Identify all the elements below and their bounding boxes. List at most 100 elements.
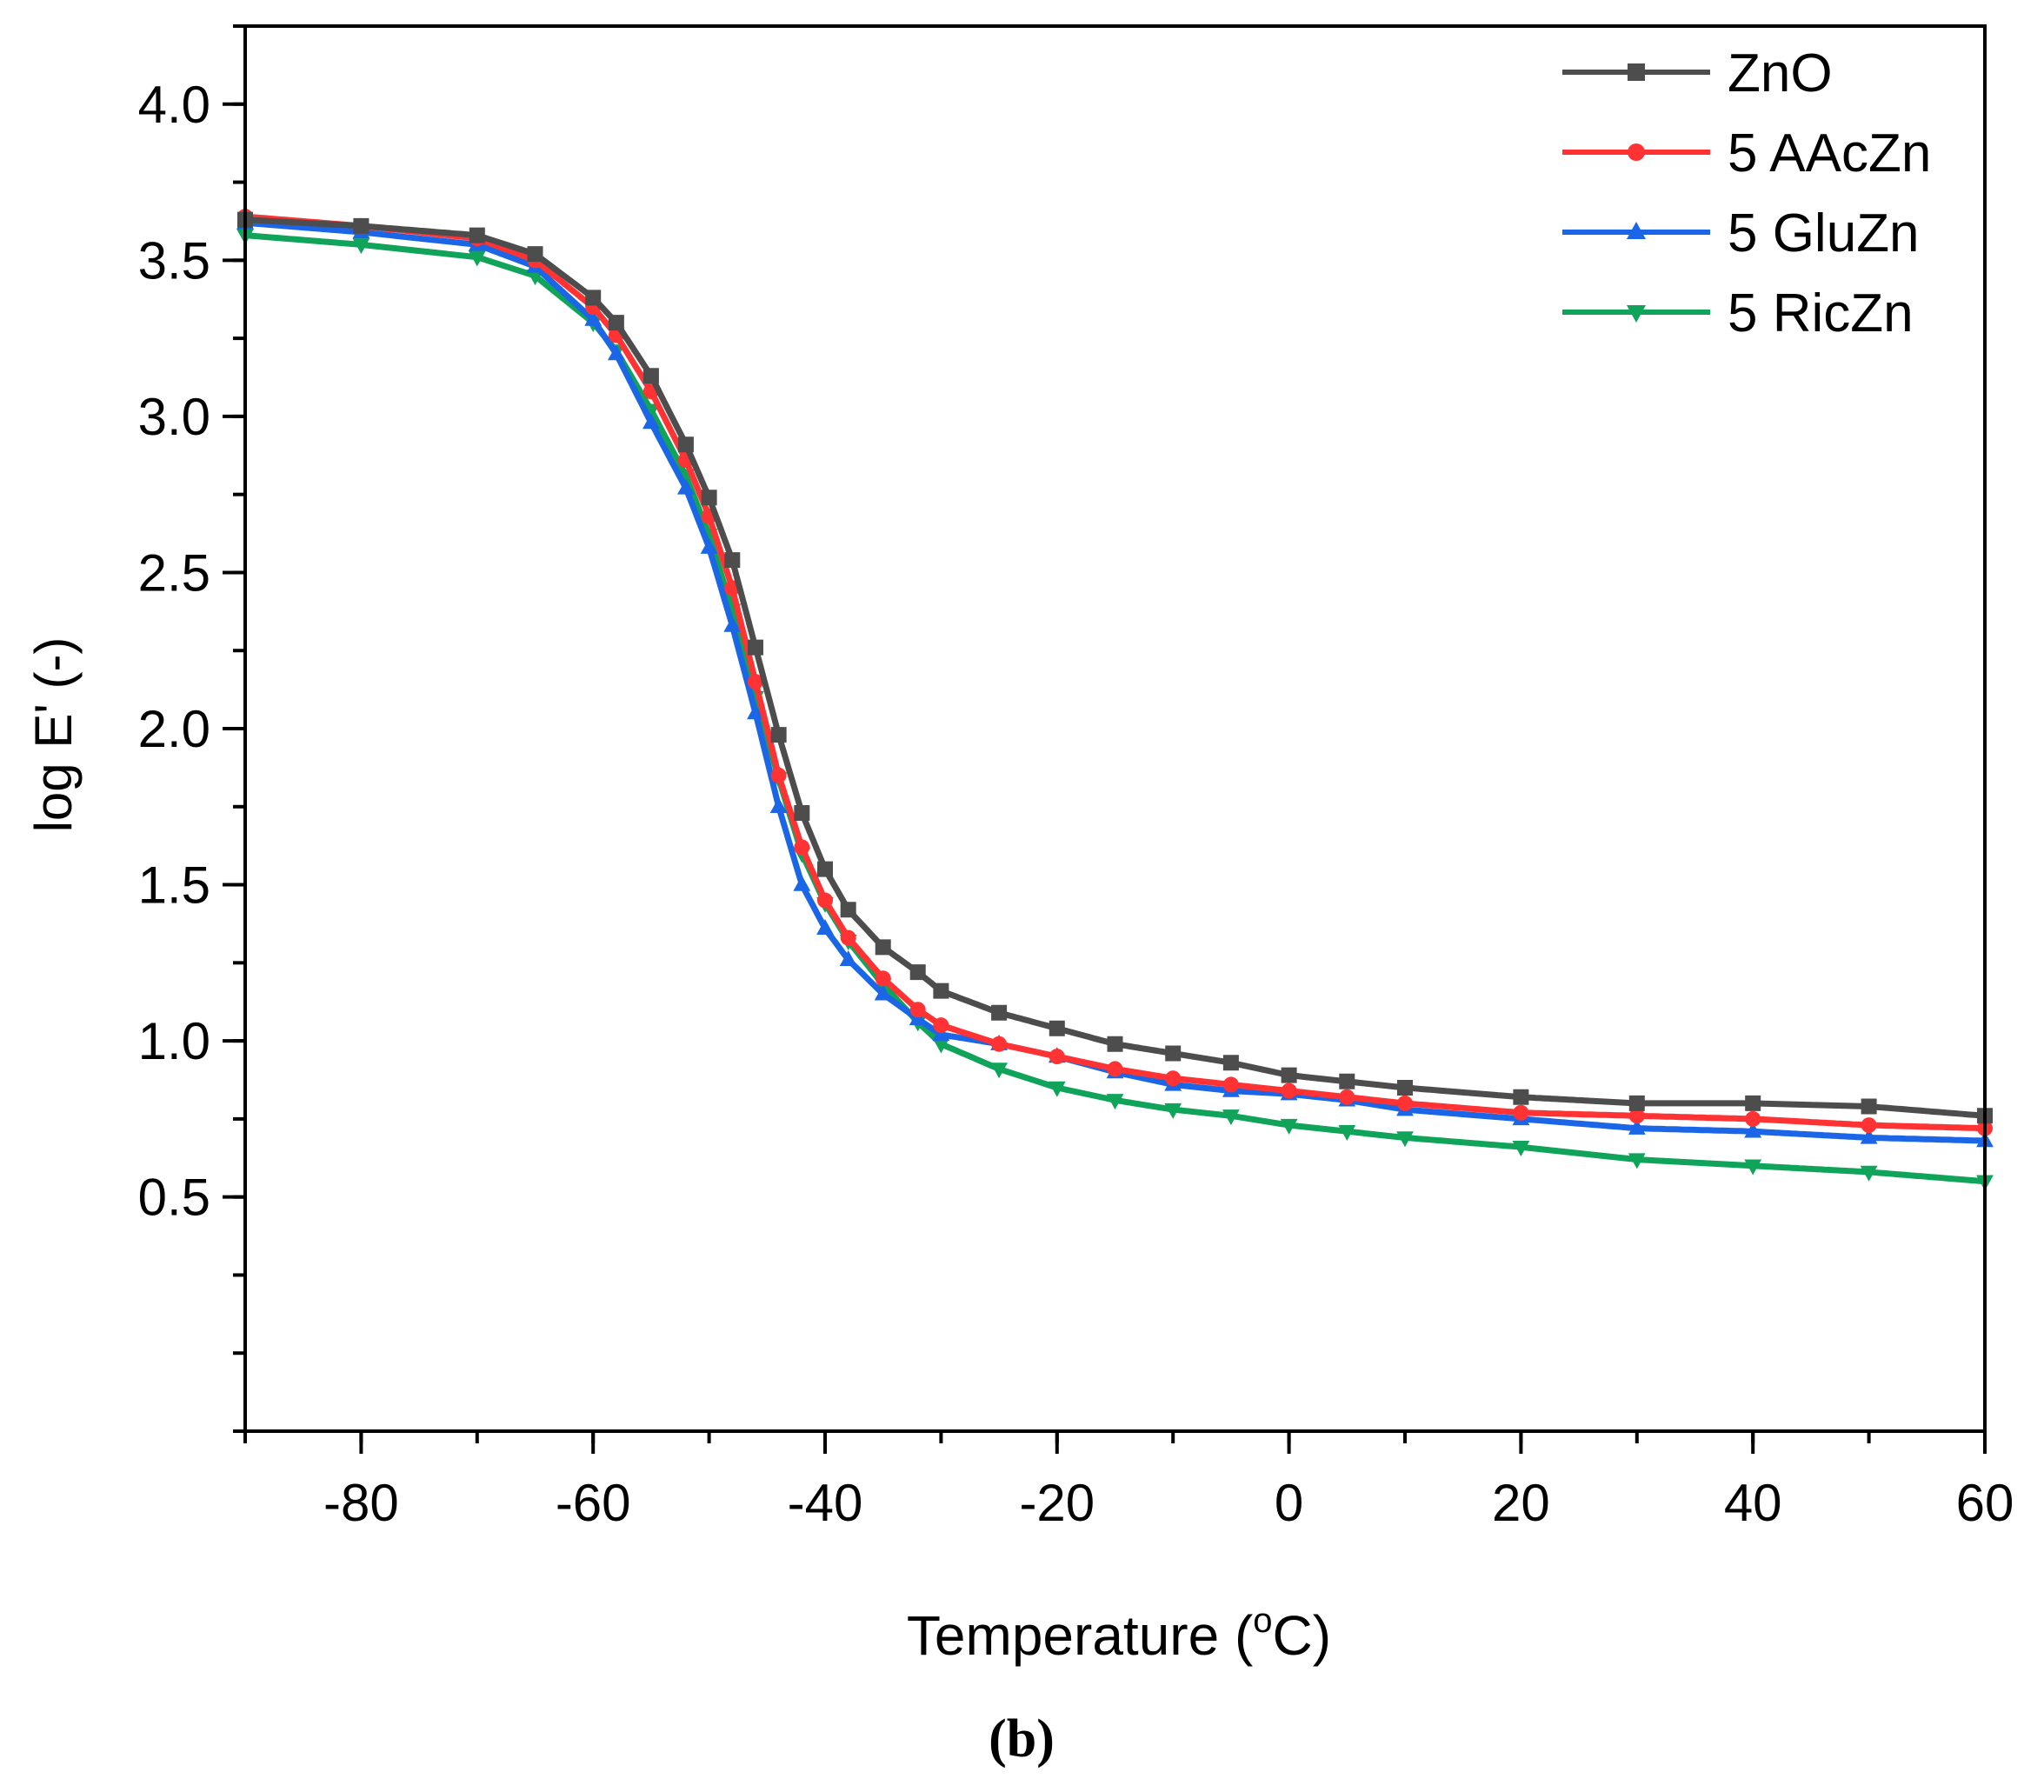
data-point [816,919,834,936]
data-point [909,1002,926,1018]
data-point [1513,1089,1529,1105]
data-point [1628,1153,1646,1169]
x-tick-label: -40 [788,1474,863,1532]
data-point [932,1037,950,1054]
legend-entry: ZnO [1562,43,1833,103]
y-tick-label: 1.5 [138,856,210,915]
data-point [1222,1109,1240,1126]
x-axis-label-part-1: Temperature ( [907,1604,1253,1667]
series-5-aaczn [237,209,1993,1136]
data-point [909,964,926,981]
data-point [770,727,787,743]
data-point [991,1004,1008,1021]
data-point [1165,1045,1182,1062]
data-point [933,1017,949,1034]
data-point [724,552,741,569]
data-point [1165,1070,1182,1087]
y-tick-label: 1.0 [138,1012,210,1070]
data-point [701,490,717,506]
legend-marker [1628,143,1645,161]
y-tick-label: 3.0 [138,388,210,446]
y-tick-label: 2.0 [138,700,210,758]
data-point [642,413,660,430]
data-point [875,970,891,987]
data-point [585,290,602,306]
legend-entry: 5 GluZn [1562,203,1920,263]
data-point [1513,1104,1529,1121]
data-point [353,217,370,234]
data-point [1107,1061,1123,1077]
data-point [794,839,810,856]
data-point [933,983,949,999]
data-point [1281,1083,1297,1099]
data-point [1048,1081,1066,1097]
legend-marker [1627,305,1646,323]
data-point [677,436,694,453]
legend-label: 5 AAcZn [1728,123,1931,183]
data-point [747,674,763,690]
x-tick-label: -80 [323,1474,399,1532]
data-point [1164,1103,1182,1119]
x-axis-label-part-2: C) [1273,1604,1332,1667]
legend: ZnO 5 AAcZn 5 GluZn 5 RicZn [1562,43,1931,343]
y-tick-label: 0.5 [138,1169,210,1227]
data-point [1222,1076,1239,1093]
data-point [677,478,695,495]
data-point [1744,1159,1762,1176]
data-point [1745,1110,1761,1127]
series-line [244,219,1983,1144]
data-point [700,537,718,554]
data-point [723,616,742,632]
data-point [1049,1020,1065,1036]
y-tick-label: 2.5 [138,543,210,602]
x-tick-label: 20 [1492,1474,1550,1532]
data-point [874,984,892,1001]
axes: 0.5 1.0 1.5 2.0 2.5 3.0 3.5 4.0 -80 -60 -40 -20 0 20 4… [138,24,2014,1532]
x-tick-label: -60 [556,1474,631,1532]
legend-marker [1628,63,1645,81]
data-point [990,1063,1008,1079]
data-point [527,246,543,263]
data-point [1861,1098,1877,1115]
legend-label: 5 RicZn [1728,283,1914,343]
data-point [770,767,787,783]
data-point [840,902,856,918]
data-point [1339,1089,1355,1105]
data-point [1512,1141,1530,1157]
x-axis-label: Temperature (oC) [907,1602,1331,1667]
data-point [1049,1049,1065,1065]
data-point [794,804,810,821]
data-point [875,939,891,956]
data-point [817,861,833,877]
series-layer [236,209,1994,1191]
data-point [1861,1117,1877,1134]
x-tick-label: 60 [1956,1474,2014,1532]
data-point [1628,1095,1645,1111]
data-point [1628,1108,1645,1124]
y-tick-label: 4.0 [138,76,210,134]
legend-label: ZnO [1728,43,1833,103]
data-point [839,949,857,966]
data-point [1397,1095,1413,1111]
data-point [1106,1094,1124,1110]
series-line [244,213,1983,1132]
data-point [1107,1036,1123,1052]
data-point [793,875,811,891]
data-point [584,310,603,326]
x-axis-label-degree: o [1253,1602,1272,1640]
data-point [747,639,763,656]
data-point [1396,1131,1414,1148]
y-tick-label: 3.5 [138,231,210,290]
series-5-gluzn [236,213,1994,1148]
x-tick-label: -20 [1019,1474,1095,1532]
data-point [1280,1118,1298,1135]
legend-entry: 5 RicZn [1562,283,1914,343]
data-point [608,315,624,331]
data-point [352,238,370,255]
legend-entry: 5 AAcZn [1562,123,1931,183]
plot-frame [243,24,1987,1433]
data-point [469,227,485,243]
series-line [244,217,1983,1119]
data-point [1338,1125,1356,1142]
legend-marker [1627,222,1646,239]
